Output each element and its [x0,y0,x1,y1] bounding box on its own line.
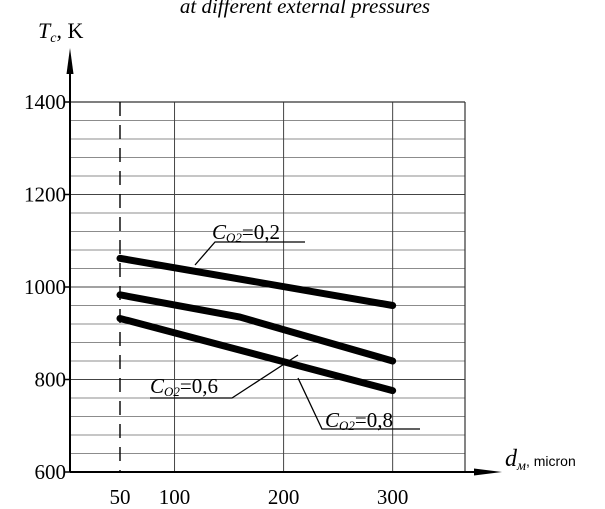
series-label: CO2=0,2 [212,220,280,245]
series-line [116,314,397,395]
series-annotations: CO2=0,2 CO2=0,6 CO2=0,8 [150,220,420,433]
grid [70,102,465,472]
y-tick-labels: 600 800 1000 1200 1400 [24,90,70,484]
series-leader-line [194,241,305,266]
y-axis-label-unit: , K [56,18,83,43]
x-axis-label-main: d [505,446,518,472]
plot-frame [70,101,466,472]
y-tick-label: 800 [35,368,67,392]
series-line [116,254,397,309]
x-tick-labels: 50 100 200 300 [110,485,409,509]
x-tick-label: 100 [159,485,191,509]
y-tick-label: 600 [35,460,67,484]
series-label: CO2=0,8 [325,408,393,433]
y-tick-label: 1000 [24,275,66,299]
y-axis-label-main: T [38,18,52,43]
series-leader-line [150,354,299,399]
series-line [116,291,397,365]
y-axis-arrow [66,48,74,74]
chart-title: at different external pressures [180,0,430,18]
x-axis-label-unit: , micron [526,453,576,469]
x-axis-label: dм, micron [505,446,576,474]
y-axis-label: Tc, K [38,18,83,46]
x-tick-label: 200 [268,485,300,509]
x-axis-arrow [474,468,502,476]
series-lines [116,254,397,395]
x-axis-label-sub: м [516,459,526,474]
x-tick-label: 50 [110,485,131,509]
series-leader-line [297,377,420,430]
y-axis-label-sub: c [50,31,57,46]
y-tick-label: 1200 [24,183,66,207]
series-label: CO2=0,6 [150,374,218,399]
y-tick-label: 1400 [24,90,66,114]
x-tick-label: 300 [377,485,409,509]
